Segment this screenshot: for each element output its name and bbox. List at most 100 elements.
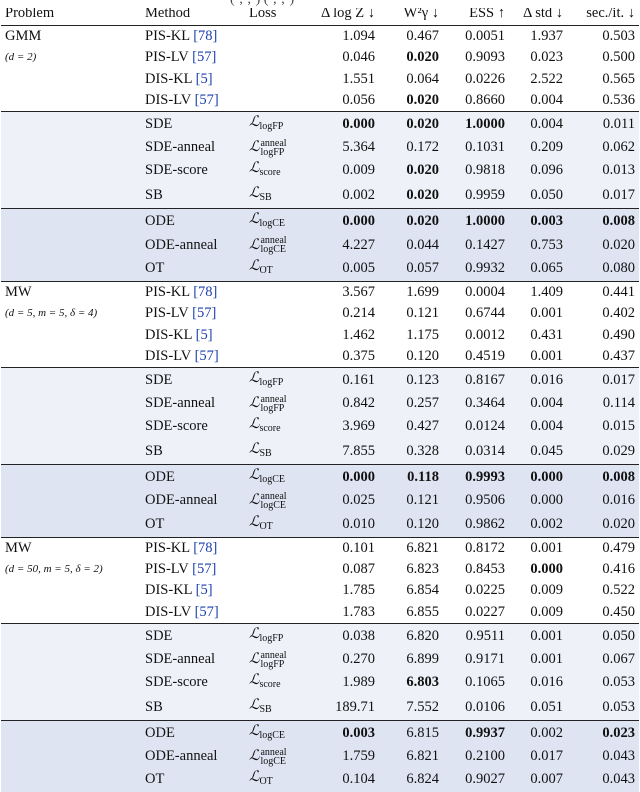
sec-per-it-value: 0.450 (567, 601, 639, 623)
ess-value: 1.0000 (443, 209, 509, 235)
sec-per-it-value: 0.067 (567, 649, 639, 670)
method-name: PIS-LV [57] (141, 303, 245, 324)
ess-value: 0.9932 (443, 256, 509, 282)
citation-link[interactable]: [5] (196, 327, 213, 343)
delta-std-value: 0.209 (509, 137, 567, 158)
delta-std-value: 0.001 (509, 303, 567, 324)
w2-value: 0.020 (379, 112, 443, 138)
delta-std-value: 0.016 (509, 670, 567, 695)
problem-empty (1, 695, 141, 721)
w2-value: 0.467 (379, 26, 443, 48)
delta-logz-value: 1.462 (313, 324, 379, 345)
w2-value: 0.020 (379, 158, 443, 183)
method-name: DIS-LV [57] (141, 90, 245, 112)
delta-logz-value: 1.785 (313, 580, 379, 601)
problem-name: MW (1, 537, 141, 559)
problem-empty (1, 137, 141, 158)
sec-per-it-value: 0.053 (567, 670, 639, 695)
loss-cell: ℒscore (245, 158, 313, 183)
ess-value: 0.9027 (443, 767, 509, 792)
method-name: SDE-score (141, 670, 245, 695)
loss-symbol: ℒ (249, 697, 259, 713)
loss-cell (245, 90, 313, 112)
w2-value: 0.118 (379, 465, 443, 491)
sec-per-it-value: 0.479 (567, 537, 639, 559)
ess-value: 0.0004 (443, 281, 509, 303)
sec-per-it-value: 0.441 (567, 281, 639, 303)
ess-value: 0.9993 (443, 465, 509, 491)
ess-value: 0.8172 (443, 537, 509, 559)
loss-symbol: ℒ (249, 395, 259, 411)
loss-symbol: ℒ (249, 114, 259, 130)
loss-cell: ℒscore (245, 670, 313, 695)
sec-per-it-value: 0.020 (567, 234, 639, 255)
citation-link[interactable]: [5] (196, 71, 213, 87)
method-name: PIS-KL [78] (141, 537, 245, 559)
sec-per-it-value: 0.416 (567, 559, 639, 580)
problem-empty (1, 112, 141, 138)
ess-value: 0.9818 (443, 158, 509, 183)
citation-link[interactable]: [57] (195, 604, 219, 620)
method-name: ODE-anneal (141, 234, 245, 255)
w2-value: 0.020 (379, 47, 443, 68)
citation-link[interactable]: [57] (195, 92, 219, 108)
delta-logz-value: 0.002 (313, 183, 379, 209)
w2-value: 6.854 (379, 580, 443, 601)
citation-link[interactable]: [78] (193, 28, 217, 44)
sec-per-it-value: 0.016 (567, 490, 639, 511)
ess-value: 0.9511 (443, 623, 509, 649)
delta-logz-value: 0.087 (313, 559, 379, 580)
problem-empty (1, 69, 141, 90)
citation-link[interactable]: [57] (192, 305, 216, 321)
loss-cell (245, 281, 313, 303)
method-name: SB (141, 439, 245, 465)
method-name: DIS-KL [5] (141, 580, 245, 601)
loss-cell: ℒOT (245, 767, 313, 792)
citation-link[interactable]: [57] (192, 49, 216, 65)
loss-cell: ℒlogCE (245, 209, 313, 235)
ess-value: 0.9937 (443, 721, 509, 747)
delta-logz-value: 0.842 (313, 393, 379, 414)
loss-cell: ℒSB (245, 695, 313, 721)
loss-cell (245, 346, 313, 368)
sec-per-it-value: 0.008 (567, 465, 639, 491)
delta-std-value: 0.045 (509, 439, 567, 465)
delta-logz-value: 1.783 (313, 601, 379, 623)
citation-link[interactable]: [57] (192, 561, 216, 577)
delta-std-value: 0.001 (509, 346, 567, 368)
method-name: PIS-KL [78] (141, 281, 245, 303)
problem-empty (1, 256, 141, 282)
w2-value: 0.427 (379, 414, 443, 439)
loss-symbol: ℒ (249, 370, 259, 386)
loss-cell: ℒSB (245, 439, 313, 465)
delta-std-value: 0.431 (509, 324, 567, 345)
sec-per-it-value: 0.008 (567, 209, 639, 235)
loss-cell (245, 324, 313, 345)
sec-per-it-value: 0.023 (567, 721, 639, 747)
problem-empty (1, 393, 141, 414)
delta-std-value: 0.007 (509, 767, 567, 792)
problem-empty (1, 490, 141, 511)
problem-name: MW (1, 281, 141, 303)
problem-params: (d = 2) (1, 47, 141, 68)
ess-value: 0.4519 (443, 346, 509, 368)
sec-per-it-value: 0.062 (567, 137, 639, 158)
delta-logz-value: 0.375 (313, 346, 379, 368)
citation-link[interactable]: [78] (193, 540, 217, 556)
citation-link[interactable]: [57] (195, 348, 219, 364)
method-name: SDE (141, 367, 245, 393)
citation-link[interactable]: [78] (193, 284, 217, 300)
ess-value: 0.8660 (443, 90, 509, 112)
delta-logz-value: 0.010 (313, 512, 379, 538)
citation-link[interactable]: [5] (196, 582, 213, 598)
delta-logz-value: 5.364 (313, 137, 379, 158)
delta-std-value: 0.050 (509, 183, 567, 209)
delta-std-value: 0.004 (509, 414, 567, 439)
